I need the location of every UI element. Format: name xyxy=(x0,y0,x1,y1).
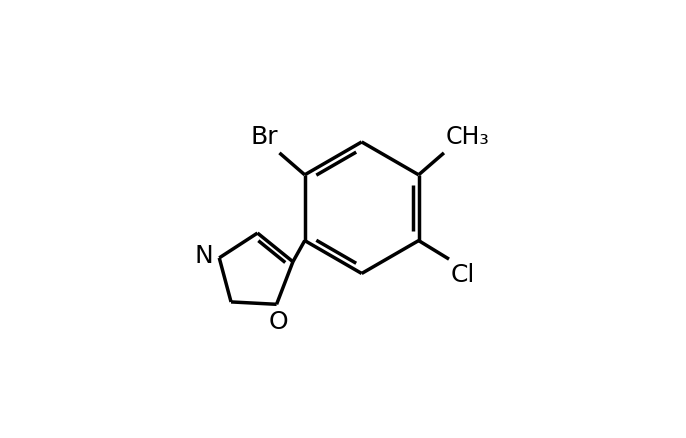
Text: O: O xyxy=(268,311,288,334)
Text: Br: Br xyxy=(250,125,278,149)
Text: CH₃: CH₃ xyxy=(446,125,490,149)
Text: N: N xyxy=(194,244,213,268)
Text: Cl: Cl xyxy=(451,262,475,286)
